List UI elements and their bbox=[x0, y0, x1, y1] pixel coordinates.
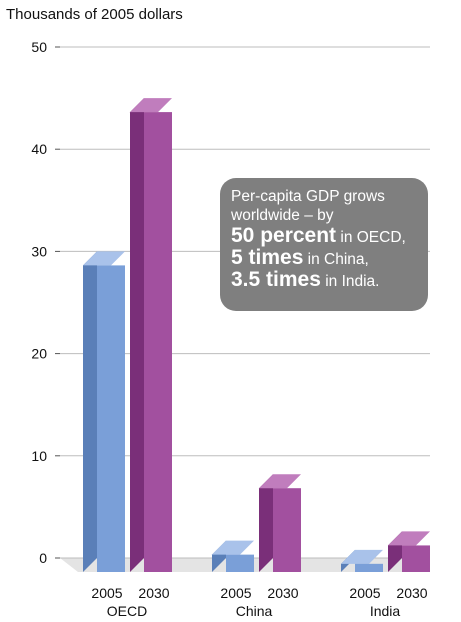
y-axis-unit-label: Thousands of 2005 dollars bbox=[6, 6, 183, 23]
annotation-line-1: Per-capita GDP grows bbox=[231, 188, 385, 205]
bar-side-face bbox=[259, 474, 273, 572]
bar-india-2005 bbox=[341, 549, 383, 572]
bar-side-face bbox=[83, 251, 97, 572]
y-tick-label: 0 bbox=[39, 550, 47, 566]
annotation-line-4: 5 times in China, bbox=[231, 247, 422, 269]
bar-front-face bbox=[402, 545, 430, 572]
bar-oecd-2030 bbox=[130, 98, 172, 572]
x-tick-label-year: 2030 bbox=[138, 585, 169, 601]
bar-top-face bbox=[83, 251, 125, 266]
annotation-line-5: 3.5 times in India. bbox=[231, 269, 422, 291]
annotation-emphasis-india: 3.5 times bbox=[231, 268, 321, 291]
bar-china-2030 bbox=[259, 474, 301, 572]
annotation-text-china: in China, bbox=[303, 251, 369, 268]
bar-top-face bbox=[259, 474, 301, 489]
x-tick-label-year: 2030 bbox=[267, 585, 298, 601]
x-group-label: OECD bbox=[107, 603, 147, 619]
x-group-label: India bbox=[370, 603, 401, 619]
y-tick-label: 20 bbox=[31, 346, 47, 362]
bar-front-face bbox=[226, 554, 254, 572]
bar-oecd-2005 bbox=[83, 251, 125, 572]
annotation-text-india: in India. bbox=[320, 273, 380, 290]
bar-top-face bbox=[388, 531, 430, 546]
x-tick-label-year: 2030 bbox=[396, 585, 427, 601]
annotation-callout: Per-capita GDP grows worldwide – by 50 p… bbox=[220, 178, 428, 311]
y-tick-label: 10 bbox=[31, 448, 47, 464]
annotation-line-3: 50 percent in OECD, bbox=[231, 225, 422, 247]
bar-front-face bbox=[273, 488, 301, 572]
bar-front-face bbox=[97, 265, 125, 572]
bar-china-2005 bbox=[212, 540, 254, 572]
annotation-emphasis-oecd: 50 percent bbox=[231, 224, 337, 247]
y-tick-label: 40 bbox=[31, 141, 47, 157]
x-tick-label-year: 2005 bbox=[349, 585, 380, 601]
annotation-text-oecd: in OECD, bbox=[336, 229, 406, 246]
bar-india-2030 bbox=[388, 531, 430, 572]
annotation-line-2: worldwide – by bbox=[231, 207, 334, 224]
bar-top-face bbox=[130, 98, 172, 113]
y-tick-label: 50 bbox=[31, 39, 47, 55]
bar-side-face bbox=[130, 98, 144, 572]
annotation-emphasis-china: 5 times bbox=[231, 246, 304, 269]
bar-front-face bbox=[144, 112, 172, 572]
bar-top-face bbox=[341, 549, 383, 564]
x-group-label: China bbox=[236, 603, 273, 619]
x-tick-label-year: 2005 bbox=[220, 585, 251, 601]
bar-top-face bbox=[212, 540, 254, 555]
y-tick-label: 30 bbox=[31, 243, 47, 259]
bar-front-face bbox=[355, 563, 383, 572]
x-tick-label-year: 2005 bbox=[91, 585, 122, 601]
